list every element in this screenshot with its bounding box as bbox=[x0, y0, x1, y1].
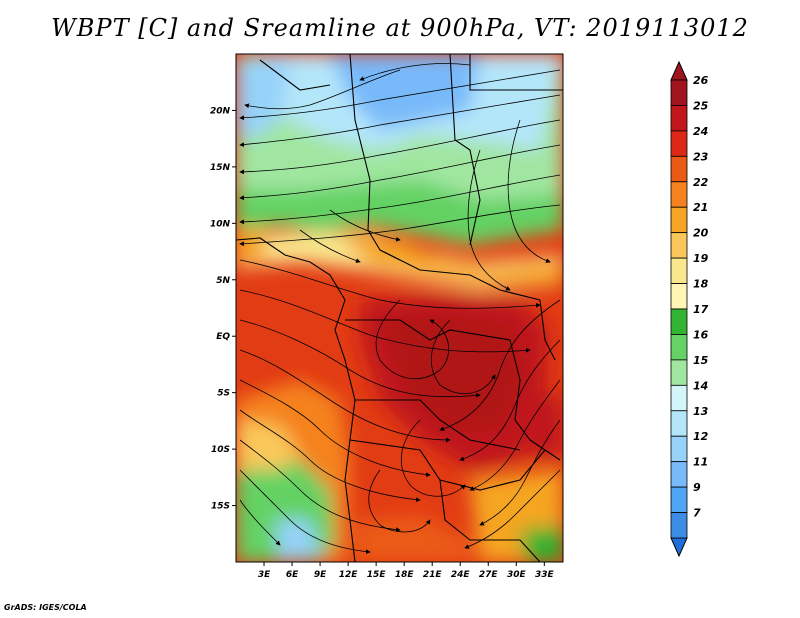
latitude-ticks: 20N 15N 10N 5N EQ 5S 10S 15S bbox=[210, 106, 236, 512]
field-orange-s bbox=[355, 515, 470, 562]
colorbar-segment bbox=[670, 155, 688, 183]
colorbar-segment bbox=[670, 461, 688, 488]
colorbar-label: 18 bbox=[693, 278, 709, 291]
colorbar-top-arrow bbox=[670, 60, 688, 81]
map-frame bbox=[235, 53, 564, 563]
colorbar-label: 9 bbox=[693, 481, 701, 494]
colorbar-label: 16 bbox=[693, 328, 709, 341]
colorbar-segment bbox=[670, 232, 688, 259]
longitude-ticks: 3E 6E 9E 12E 15E 18E 21E 24E 27E 30E 33E bbox=[258, 562, 555, 580]
colorbar-label: 26 bbox=[693, 74, 709, 87]
lat-tick-label: 20N bbox=[210, 106, 231, 116]
colorbar-label: 11 bbox=[693, 456, 708, 469]
field-blue-west bbox=[236, 60, 290, 140]
colorbar-label: 21 bbox=[693, 201, 708, 214]
colorbar-label: 7 bbox=[693, 507, 701, 520]
colorbar-label: 24 bbox=[693, 125, 708, 138]
field-blue-sw bbox=[275, 520, 320, 562]
lon-tick-label: 15E bbox=[367, 570, 387, 580]
lon-tick-label: 9E bbox=[314, 570, 327, 580]
lat-tick-label: 15N bbox=[210, 163, 231, 173]
colorbar-segment bbox=[670, 283, 688, 310]
lon-tick-label: 21E bbox=[423, 570, 443, 580]
colorbar-bottom-arrow bbox=[670, 537, 688, 558]
colorbar-label: 13 bbox=[693, 405, 709, 418]
lat-tick-label: 5S bbox=[217, 389, 230, 399]
colorbar: 26 25 24 23 22 21 20 19 18 17 16 15 14 13 12 11 9 7 bbox=[670, 60, 709, 558]
lon-tick-label: 18E bbox=[395, 570, 415, 580]
colorbar-segment bbox=[670, 79, 688, 106]
lon-tick-label: 30E bbox=[507, 570, 527, 580]
streamlines bbox=[239, 63, 561, 554]
colorbar-label: 15 bbox=[693, 354, 709, 367]
colorbar-label: 25 bbox=[693, 99, 709, 112]
lon-tick-label: 3E bbox=[258, 570, 271, 580]
credit-label: GrADS: IGES/COLA bbox=[4, 603, 87, 612]
lat-tick-label: 15S bbox=[211, 502, 230, 512]
field-orange-band bbox=[340, 235, 563, 285]
colorbar-segment bbox=[670, 435, 688, 463]
colorbar-label: 14 bbox=[693, 379, 708, 392]
lat-tick-label: 10N bbox=[210, 219, 231, 229]
colorbar-label: 19 bbox=[693, 252, 709, 265]
colorbar-segment bbox=[670, 257, 688, 284]
field-blue bbox=[330, 54, 480, 130]
colorbar-segment bbox=[670, 384, 688, 412]
colorbar-segment bbox=[670, 359, 688, 386]
lon-tick-label: 6E bbox=[286, 570, 299, 580]
lat-tick-label: 5N bbox=[216, 276, 230, 286]
field-orange-w bbox=[236, 228, 265, 262]
lon-tick-label: 12E bbox=[339, 570, 359, 580]
colorbar-segment bbox=[670, 181, 688, 208]
colorbar-segment bbox=[670, 512, 688, 539]
colorbar-label: 22 bbox=[693, 176, 709, 189]
colorbar-segment bbox=[670, 130, 688, 157]
lat-tick-label: EQ bbox=[216, 332, 230, 342]
field-green-se bbox=[520, 525, 563, 562]
colorbar-label: 17 bbox=[693, 303, 709, 316]
colorbar-segment bbox=[670, 105, 688, 132]
field-yellow-sw bbox=[236, 420, 300, 470]
colorbar-segment bbox=[670, 308, 688, 335]
colorbar-segment bbox=[670, 410, 688, 437]
colorbar-segment bbox=[670, 486, 688, 513]
country-borders bbox=[236, 54, 563, 562]
lon-tick-label: 33E bbox=[535, 570, 555, 580]
colorbar-label: 23 bbox=[693, 150, 709, 163]
colorbar-segment bbox=[670, 206, 688, 234]
field-red-e bbox=[520, 395, 563, 460]
field-dark-red bbox=[380, 315, 525, 430]
lon-tick-label: 27E bbox=[479, 570, 499, 580]
colorbar-segment bbox=[670, 334, 688, 361]
colorbar-label: 20 bbox=[693, 227, 709, 240]
wbpt-field bbox=[236, 54, 563, 562]
map-title: WBPT [C] and Sreamline at 900hPa, VT: 20… bbox=[51, 14, 749, 42]
lon-tick-label: 24E bbox=[451, 570, 471, 580]
lat-tick-label: 10S bbox=[211, 445, 230, 455]
colorbar-label: 12 bbox=[693, 430, 709, 443]
